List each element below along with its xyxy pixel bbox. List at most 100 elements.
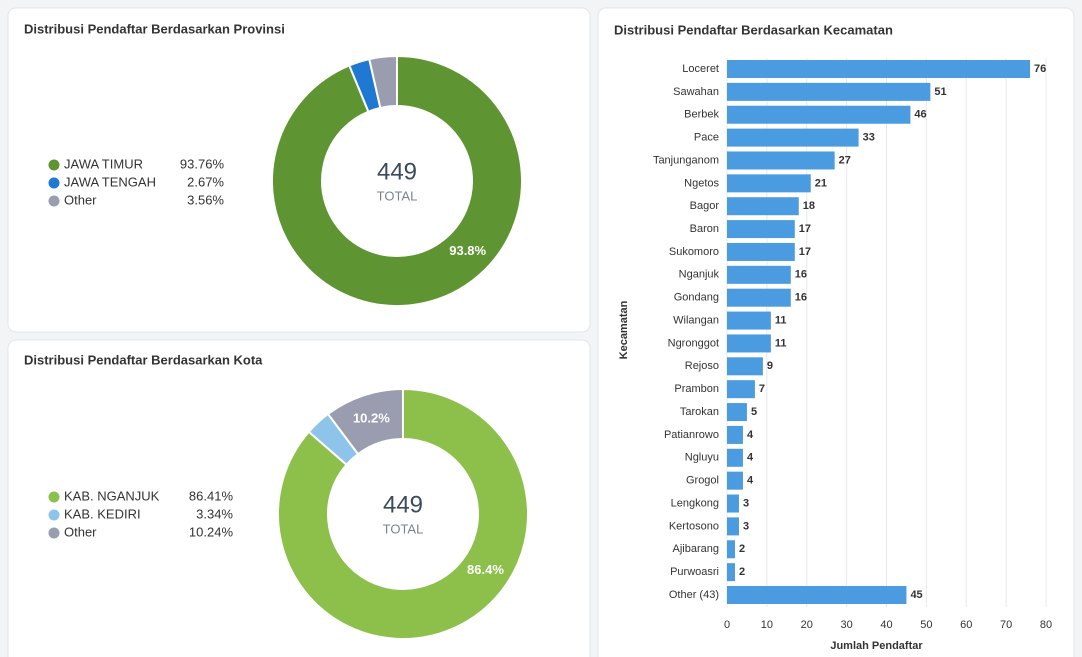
donut-slice <box>271 54 523 307</box>
total-value: 449 <box>383 491 423 518</box>
bar <box>727 586 907 605</box>
legend-swatch <box>48 195 60 207</box>
bar <box>727 494 739 513</box>
x-tick-label: 0 <box>724 619 730 631</box>
x-tick-label: 70 <box>1000 619 1012 631</box>
bar <box>727 60 1031 78</box>
data-label: 11 <box>775 314 787 326</box>
legend-swatch <box>48 159 60 171</box>
data-label: 2 <box>739 566 745 578</box>
bar <box>727 540 735 559</box>
y-tick-label: Lengkong <box>671 497 719 509</box>
slice-label: 86.4% <box>467 562 504 577</box>
legend-label: KAB. KEDIRI <box>64 506 141 521</box>
bar <box>727 357 763 376</box>
bar <box>727 334 771 353</box>
legend-label: Other <box>64 192 97 207</box>
bar <box>727 82 931 101</box>
y-tick-label: Ngetos <box>684 177 719 189</box>
legend-value: 86.41% <box>189 488 234 503</box>
donut-slice <box>368 54 398 110</box>
data-label: 5 <box>751 406 757 418</box>
panel <box>597 7 1075 657</box>
bar <box>727 517 739 536</box>
legend-value: 3.56% <box>187 192 224 207</box>
bar <box>727 471 743 490</box>
legend-label: JAWA TENGAH <box>64 174 156 189</box>
y-axis-title: Kecamatan <box>618 300 630 359</box>
chart-title: Distribusi Pendaftar Berdasarkan Kecamat… <box>614 22 893 37</box>
data-label: 17 <box>799 246 811 258</box>
data-label: 51 <box>934 86 946 98</box>
y-tick-label: Ngronggot <box>668 337 719 349</box>
y-tick-label: Gondang <box>674 292 719 304</box>
data-label: 76 <box>1034 63 1046 75</box>
y-tick-label: Tarokan <box>680 406 719 418</box>
data-label: 4 <box>747 452 754 464</box>
data-label: 45 <box>910 589 922 601</box>
legend-value: 3.34% <box>196 506 233 521</box>
x-tick-label: 10 <box>761 619 773 631</box>
y-tick-label: Prambon <box>674 383 719 395</box>
bar <box>727 288 791 307</box>
slice-label: 10.2% <box>353 411 390 426</box>
y-tick-label: Berbek <box>684 109 719 121</box>
data-label: 9 <box>767 360 773 372</box>
bar <box>727 403 747 422</box>
y-tick-label: Wilangan <box>673 314 719 326</box>
bar <box>727 311 771 330</box>
chart-title: Distribusi Pendaftar Berdasarkan Kota <box>24 352 263 367</box>
data-label: 46 <box>914 109 926 121</box>
x-tick-label: 80 <box>1040 619 1052 631</box>
bar <box>727 380 755 399</box>
total-label: TOTAL <box>383 521 424 536</box>
legend-label: JAWA TIMUR <box>64 156 143 171</box>
total-value: 449 <box>377 158 417 185</box>
x-tick-label: 50 <box>920 619 932 631</box>
chart-title: Distribusi Pendaftar Berdasarkan Provins… <box>24 21 285 36</box>
data-label: 3 <box>743 520 749 532</box>
legend-label: Other <box>64 524 97 539</box>
y-tick-label: Kertosono <box>669 520 719 532</box>
bar <box>727 220 795 239</box>
x-tick-label: 40 <box>880 619 892 631</box>
data-label: 2 <box>739 543 745 555</box>
x-tick-label: 30 <box>841 619 853 631</box>
y-tick-label: Nganjuk <box>679 269 720 281</box>
bar <box>727 128 859 147</box>
x-axis-title: Jumlah Pendaftar <box>830 640 923 652</box>
bar <box>727 197 799 216</box>
y-tick-label: Other (43) <box>669 589 719 601</box>
bar <box>727 242 795 261</box>
legend-value: 93.76% <box>180 156 225 171</box>
y-tick-label: Grogol <box>686 475 719 487</box>
legend-swatch <box>48 527 60 539</box>
data-label: 16 <box>795 269 807 281</box>
donut-slice <box>277 387 529 640</box>
bar <box>727 265 791 284</box>
y-tick-label: Loceret <box>682 63 719 75</box>
data-label: 17 <box>799 223 811 235</box>
y-tick-label: Sukomoro <box>669 246 719 258</box>
x-tick-label: 60 <box>960 619 972 631</box>
data-label: 21 <box>815 177 827 189</box>
data-label: 4 <box>747 475 754 487</box>
y-tick-label: Tanjunganom <box>653 154 719 166</box>
donut-slice <box>326 387 404 456</box>
y-tick-label: Rejoso <box>685 360 719 372</box>
bar <box>727 174 811 193</box>
bar <box>727 563 735 582</box>
data-label: 16 <box>795 292 807 304</box>
legend-label: KAB. NGANJUK <box>64 488 160 503</box>
slice-label: 93.8% <box>449 243 486 258</box>
x-tick-label: 20 <box>801 619 813 631</box>
bar <box>727 151 835 170</box>
y-tick-label: Purwoasri <box>670 566 719 578</box>
data-label: 7 <box>759 383 765 395</box>
bar <box>727 105 911 124</box>
legend-value: 10.24% <box>189 524 234 539</box>
data-label: 27 <box>839 154 851 166</box>
total-label: TOTAL <box>377 188 418 203</box>
